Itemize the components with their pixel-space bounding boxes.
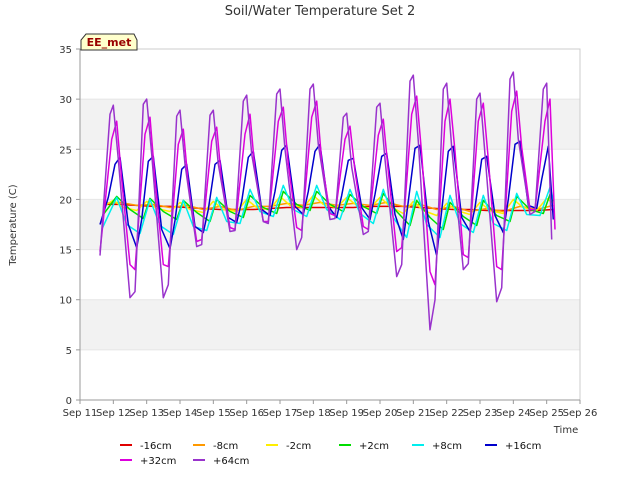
- x-tick-label: Sep 22: [429, 408, 464, 419]
- legend-label: +64cm: [213, 456, 249, 467]
- y-tick-label: 5: [66, 346, 72, 357]
- grid-band: [80, 299, 580, 350]
- x-tick-label: Sep 20: [363, 408, 398, 419]
- x-tick-label: Sep 17: [263, 408, 298, 419]
- legend-label: +16cm: [505, 441, 541, 452]
- legend-label: -2cm: [286, 441, 311, 452]
- chart-title: Soil/Water Temperature Set 2: [225, 4, 416, 19]
- x-tick-label: Sep 18: [296, 408, 331, 419]
- x-tick-label: Sep 14: [163, 408, 198, 419]
- y-tick-label: 0: [66, 396, 72, 407]
- legend-label: +8cm: [432, 441, 462, 452]
- y-axis-label: Temperature (C): [8, 184, 19, 266]
- x-tick-label: Sep 11: [63, 408, 98, 419]
- x-tick-label: Sep 13: [129, 408, 164, 419]
- x-tick-label: Sep 12: [96, 408, 131, 419]
- grid-band: [80, 99, 580, 150]
- y-tick-label: 10: [59, 296, 72, 307]
- x-tick-label: Sep 15: [196, 408, 231, 419]
- x-tick-label: Sep 21: [396, 408, 431, 419]
- legend-label: +32cm: [140, 456, 176, 467]
- legend-label: +2cm: [359, 441, 389, 452]
- legend: -16cm -8cm -2cm +2cm +8cm +16cm +32cm +64cm: [120, 441, 541, 467]
- series-line-+64cm: [99, 71, 553, 331]
- x-tick-label: Sep 26: [563, 408, 598, 419]
- x-tick-label: Sep 24: [496, 408, 531, 419]
- y-tick-label: 20: [59, 195, 72, 206]
- y-tick-label: 25: [59, 145, 72, 156]
- y-tick-label: 15: [59, 246, 72, 257]
- legend-label: -16cm: [140, 441, 172, 452]
- x-tick-label: Sep 25: [529, 408, 564, 419]
- site-badge: EE_met: [80, 33, 138, 51]
- y-tick-label: 35: [59, 45, 72, 56]
- y-tick-label: 30: [59, 95, 72, 106]
- x-tick-label: Sep 16: [229, 408, 264, 419]
- x-tick-label: Sep 23: [463, 408, 498, 419]
- x-axis-label: Time: [553, 425, 578, 436]
- site-badge-text: EE_met: [87, 36, 132, 49]
- x-tick-label: Sep 19: [329, 408, 364, 419]
- legend-label: -8cm: [213, 441, 238, 452]
